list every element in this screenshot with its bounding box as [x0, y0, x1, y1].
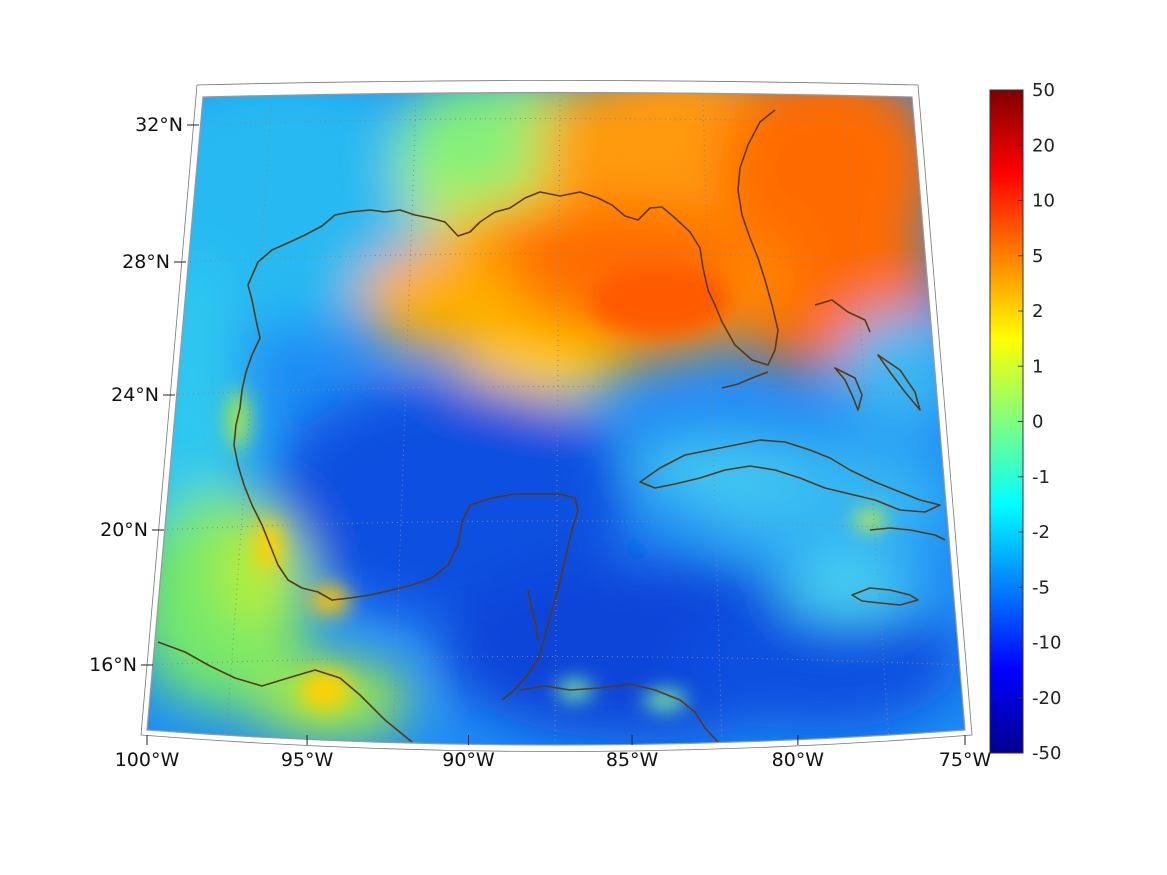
colorbar-label: -50	[1032, 743, 1061, 764]
tick-marks	[141, 124, 966, 745]
colorbar-label: -1	[1032, 467, 1050, 488]
meridian-75w	[844, 99, 890, 741]
colorbar-ramp	[989, 89, 1024, 754]
parallel-24n	[167, 386, 946, 396]
longitude-label: 100°W	[115, 749, 180, 771]
hispaniola-coast	[869, 527, 946, 541]
colorbar-label: -5	[1032, 577, 1050, 598]
latitude-label: 32°N	[135, 114, 183, 136]
latitude-label: 16°N	[89, 654, 137, 676]
map-frame-outer	[140, 80, 973, 752]
meridian-85w	[554, 99, 561, 745]
colorbar-label: 5	[1032, 246, 1043, 267]
parallel-32n	[194, 118, 926, 126]
central-america-caribbean-coast	[519, 683, 719, 743]
jamaica-coast	[851, 587, 919, 606]
us-gulf-coast	[247, 109, 779, 366]
bahamas-coast	[814, 299, 921, 411]
cuba-coast	[639, 439, 941, 513]
colorbar-label: 20	[1032, 135, 1055, 156]
florida-keys	[721, 371, 769, 389]
latitude-labels: 32°N 28°N 24°N 20°N 16°N	[89, 114, 183, 676]
colorbar-label: 0	[1032, 412, 1043, 433]
latitude-label: 20°N	[100, 519, 148, 541]
colorbar-label: -10	[1032, 633, 1061, 654]
longitude-label: 75°W	[939, 749, 992, 771]
colorbar-label: 50	[1032, 80, 1055, 101]
coastlines	[157, 109, 946, 743]
colorbar-label: 2	[1032, 301, 1043, 322]
meridian-95w	[225, 99, 273, 741]
mexico-gulf-coast	[233, 284, 579, 701]
map-frame	[146, 91, 966, 746]
longitude-label: 85°W	[606, 749, 659, 771]
colorbar-label: 10	[1032, 191, 1055, 212]
central-america-pacific-coast	[157, 641, 413, 743]
longitude-label: 95°W	[281, 749, 334, 771]
longitude-label: 90°W	[442, 749, 495, 771]
longitude-labels: 100°W 95°W 90°W 85°W 80°W 75°W	[115, 749, 992, 771]
yucatan-islands	[527, 589, 539, 641]
graticule	[147, 99, 961, 745]
colorbar-label: -20	[1032, 688, 1061, 709]
longitude-label: 80°W	[772, 749, 825, 771]
colorbar-label: -2	[1032, 522, 1050, 543]
latitude-label: 28°N	[122, 251, 170, 273]
parallel-20n	[156, 520, 956, 531]
colorbar-label: 1	[1032, 356, 1043, 377]
latitude-label: 24°N	[111, 384, 159, 406]
